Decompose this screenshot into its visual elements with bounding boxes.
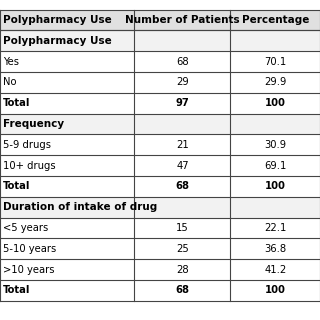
Text: 97: 97	[176, 98, 189, 108]
Text: 68: 68	[175, 285, 189, 295]
Text: 5-9 drugs: 5-9 drugs	[3, 140, 51, 150]
Text: 68: 68	[175, 181, 189, 191]
Text: 30.9: 30.9	[264, 140, 286, 150]
Text: 41.2: 41.2	[264, 265, 286, 275]
Text: Yes: Yes	[3, 57, 19, 67]
Text: Polypharmacy Use: Polypharmacy Use	[3, 15, 112, 25]
Text: <5 years: <5 years	[3, 223, 48, 233]
Text: 70.1: 70.1	[264, 57, 286, 67]
Text: Total: Total	[3, 98, 31, 108]
Text: Total: Total	[3, 285, 31, 295]
Text: Number of Patients: Number of Patients	[125, 15, 240, 25]
Text: 29.9: 29.9	[264, 77, 286, 87]
Text: 28: 28	[176, 265, 189, 275]
Bar	[230, 10, 320, 30]
Bar	[134, 10, 230, 30]
Text: 100: 100	[265, 98, 286, 108]
Text: 47: 47	[176, 161, 189, 171]
Text: No: No	[3, 77, 17, 87]
Bar	[0, 197, 320, 218]
Text: 5-10 years: 5-10 years	[3, 244, 56, 254]
Text: Total: Total	[3, 181, 31, 191]
Text: 100: 100	[265, 181, 286, 191]
Text: Percentage: Percentage	[242, 15, 309, 25]
Text: 21: 21	[176, 140, 189, 150]
Text: 69.1: 69.1	[264, 161, 286, 171]
Text: 36.8: 36.8	[264, 244, 286, 254]
Text: Duration of intake of drug: Duration of intake of drug	[3, 202, 157, 212]
Text: 22.1: 22.1	[264, 223, 286, 233]
Text: Frequency: Frequency	[3, 119, 64, 129]
Text: 10+ drugs: 10+ drugs	[3, 161, 56, 171]
Text: 15: 15	[176, 223, 189, 233]
Text: Polypharmacy Use: Polypharmacy Use	[3, 36, 112, 46]
Text: 29: 29	[176, 77, 189, 87]
Text: 25: 25	[176, 244, 189, 254]
Text: 100: 100	[265, 285, 286, 295]
Text: >10 years: >10 years	[3, 265, 55, 275]
Bar	[0, 114, 320, 134]
Bar	[0, 30, 320, 51]
Bar	[0, 10, 134, 30]
Text: 68: 68	[176, 57, 189, 67]
